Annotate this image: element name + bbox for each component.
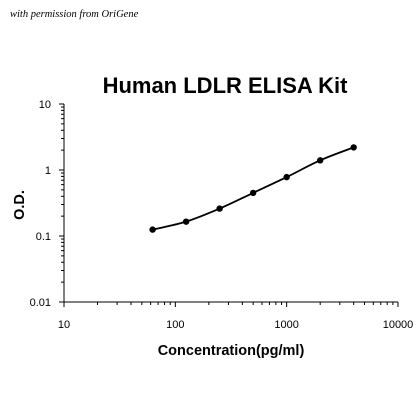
data-point (283, 173, 290, 181)
plot-area: 10 100 1000 10000 0.01 0.1 1 10 (30, 99, 414, 331)
data-point (216, 205, 223, 212)
x-tick-label: 10 (58, 319, 70, 331)
credit-text: with permission from OriGene (10, 9, 139, 20)
y-tick-label: 0.01 (30, 297, 51, 309)
data-point (316, 157, 324, 164)
chart-title: Human LDLR ELISA Kit (103, 73, 349, 98)
x-tick-label: 1000 (274, 319, 298, 331)
data-point (149, 226, 156, 233)
y-tick-label: 0.1 (36, 231, 51, 243)
x-tick-label: 100 (166, 319, 184, 331)
x-tick-label: 10000 (383, 319, 414, 331)
data-point (350, 144, 357, 151)
x-axis-label: Concentration(pg/ml) (158, 343, 305, 359)
data-point (182, 218, 190, 225)
y-tick-label: 1 (45, 165, 51, 177)
y-tick-label: 10 (39, 99, 51, 111)
series-line (152, 146, 355, 231)
y-axis-label: O.D. (12, 190, 28, 220)
data-point (249, 189, 257, 197)
